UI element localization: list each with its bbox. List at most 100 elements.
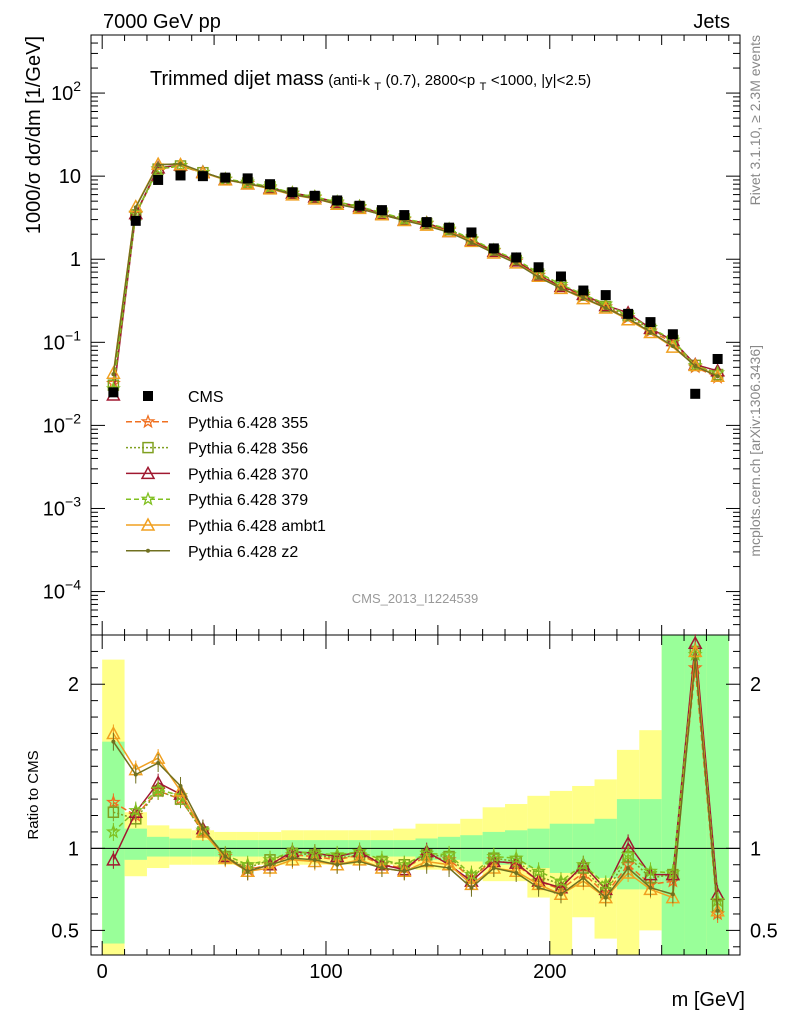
mc-point xyxy=(150,156,166,170)
mc-ratio-point xyxy=(553,873,569,888)
data-point xyxy=(287,187,298,198)
data-point xyxy=(175,170,186,181)
mc-point xyxy=(710,368,725,382)
plot-title-sub-3: (0.7), 2800<p xyxy=(386,72,476,89)
mc-ratio-point xyxy=(268,862,273,867)
mc-point xyxy=(603,305,608,310)
data-point xyxy=(421,217,432,228)
mc-ratio-point xyxy=(575,856,591,872)
mc-point xyxy=(648,330,653,335)
mc-series-main xyxy=(107,160,724,391)
ratio-y-tick-label: 1 xyxy=(68,838,79,860)
plot-title-sub-2: T xyxy=(374,81,381,93)
data-point xyxy=(399,210,410,221)
mc-point xyxy=(715,374,720,379)
legend-entry: Pythia 6.428 356 xyxy=(126,441,308,458)
data-point xyxy=(265,179,276,190)
legend-label: Pythia 6.428 379 xyxy=(188,492,308,509)
mc-line xyxy=(112,163,718,377)
mc-point xyxy=(133,205,138,210)
header-left: 7000 GeV pp xyxy=(103,11,221,33)
ratio-panel: Ratio to CMS m [GeV] xyxy=(25,750,745,1011)
uncertainty-band-green xyxy=(706,635,729,955)
x-tick-label: 100 xyxy=(309,961,342,983)
rivet-version-label: Rivet 3.1.10, ≥ 2.3M events xyxy=(747,35,763,205)
data-point xyxy=(309,190,320,201)
mc-ratio-point xyxy=(486,848,502,863)
data-point xyxy=(511,252,522,263)
legend-entry: Pythia 6.428 z2 xyxy=(126,544,298,561)
mc-series-ratio xyxy=(111,650,720,920)
y-tick-label: 10−2 xyxy=(43,410,81,437)
y-tick-label: 10−4 xyxy=(43,577,81,604)
data-point xyxy=(130,215,141,226)
mc-ratio-point xyxy=(693,657,698,662)
y-tick-label: 10 xyxy=(59,166,81,188)
y-tick-label: 10−1 xyxy=(43,327,81,354)
data-point xyxy=(332,195,343,206)
mc-ratio-point xyxy=(469,885,474,890)
legend-swatch xyxy=(140,413,156,429)
mc-ratio-point xyxy=(447,866,452,871)
mc-ratio-point xyxy=(643,863,658,878)
data-point xyxy=(197,171,208,182)
mc-ratio-point xyxy=(558,892,563,897)
y-tick-label: 1 xyxy=(70,249,81,271)
mcplots-label: mcplots.cern.ch [arXiv:1306.3436] xyxy=(747,345,763,557)
legend-label: Pythia 6.428 ambt1 xyxy=(188,518,326,535)
data-point xyxy=(690,388,701,399)
data-point xyxy=(623,308,634,319)
mc-point xyxy=(178,161,183,166)
mc-ratio-point xyxy=(107,806,120,818)
mc-ratio-point xyxy=(335,862,340,867)
data-point xyxy=(578,285,589,296)
data-point xyxy=(533,262,544,273)
data-point xyxy=(488,243,499,254)
mc-series-main xyxy=(105,158,726,390)
mc-point xyxy=(106,365,121,379)
mc-ratio-point xyxy=(290,856,295,861)
data-point xyxy=(444,222,455,233)
mc-ratio-point xyxy=(491,866,496,871)
legend-label: Pythia 6.428 370 xyxy=(188,466,308,483)
data-point xyxy=(600,290,611,301)
mc-point xyxy=(620,312,636,326)
mc-point xyxy=(581,295,586,300)
mc-point xyxy=(687,357,703,373)
mc-ratio-point xyxy=(715,908,720,913)
ratio-y-tick-label-right: 2 xyxy=(750,674,761,696)
mc-point xyxy=(536,275,541,280)
mc-point xyxy=(693,364,698,369)
ratio-y-axis-label: Ratio to CMS xyxy=(25,750,42,839)
plot-title-main: Trimmed dijet mass xyxy=(150,68,324,90)
legend-swatch xyxy=(140,517,156,531)
mc-ratio-point xyxy=(150,781,166,796)
legend-entry: Pythia 6.428 355 xyxy=(126,413,308,432)
mc-ratio-point xyxy=(245,869,250,874)
ratio-y-tick-label-right: 1 xyxy=(750,838,761,860)
legend-swatch xyxy=(143,391,153,401)
plot-title: Trimmed dijet mass (anti-k T (0.7), 2800… xyxy=(150,68,591,94)
x-axis-label: m [GeV] xyxy=(672,989,745,1011)
uncertainty-band-green xyxy=(146,836,170,857)
mc-ratio-point xyxy=(626,866,631,871)
legend-label: Pythia 6.428 355 xyxy=(188,415,308,432)
header-right: Jets xyxy=(693,11,730,33)
mc-point xyxy=(687,357,703,372)
ratio-y-tick-label-right: 0.5 xyxy=(750,920,778,942)
legend-entry: CMS xyxy=(143,389,224,406)
y-tick-label: 102 xyxy=(51,78,81,105)
uncertainty-band-green xyxy=(102,741,125,944)
mc-ratio-point xyxy=(581,875,586,880)
mc-ratio-point xyxy=(133,772,138,777)
legend-entry: Pythia 6.428 379 xyxy=(126,491,308,509)
mc-series-main xyxy=(105,157,726,396)
mc-ratio-point xyxy=(156,761,161,765)
data-point xyxy=(667,329,678,340)
mc-ratio-point xyxy=(531,863,547,878)
mc-series-main xyxy=(106,157,725,401)
data-point xyxy=(555,271,566,282)
x-tick-label: 200 xyxy=(533,961,566,983)
mc-point xyxy=(670,344,675,349)
mc-line xyxy=(112,164,718,396)
